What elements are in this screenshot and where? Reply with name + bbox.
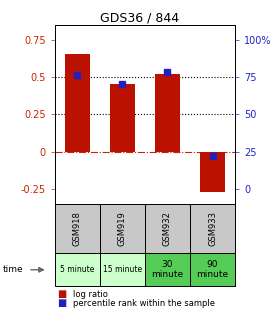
Bar: [110, 84, 135, 152]
Text: GSM932: GSM932: [163, 212, 172, 246]
Text: GSM919: GSM919: [118, 212, 127, 246]
Text: 15 minute: 15 minute: [103, 265, 142, 274]
Bar: [65, 55, 90, 152]
Text: percentile rank within the sample: percentile rank within the sample: [73, 299, 215, 308]
Text: 90
minute: 90 minute: [197, 260, 229, 280]
Text: 5 minute: 5 minute: [60, 265, 94, 274]
Text: log ratio: log ratio: [73, 290, 108, 299]
Text: 30
minute: 30 minute: [151, 260, 183, 280]
Text: GSM918: GSM918: [73, 212, 82, 246]
Text: ■: ■: [57, 298, 67, 308]
Text: GSM933: GSM933: [208, 211, 217, 247]
Bar: [155, 74, 180, 152]
Text: GDS36 / 844: GDS36 / 844: [101, 11, 179, 25]
Bar: [200, 152, 225, 192]
Text: ■: ■: [57, 289, 67, 299]
Text: time: time: [3, 265, 24, 274]
